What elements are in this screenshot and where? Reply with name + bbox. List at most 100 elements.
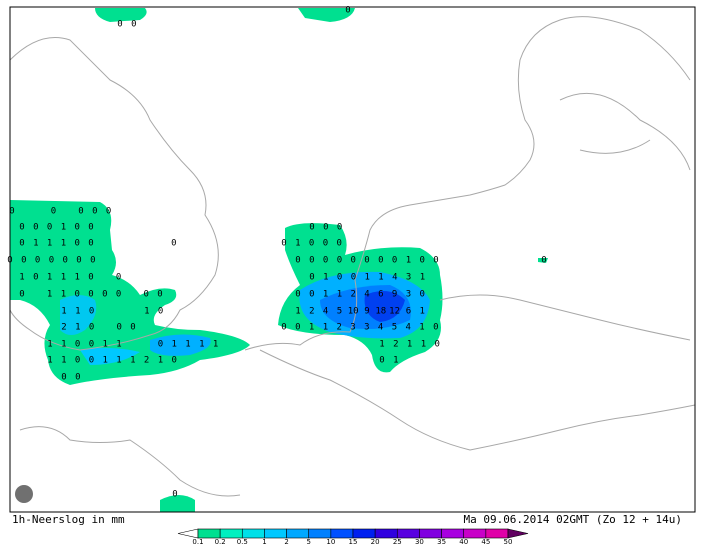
- colorbar-tick-label: 35: [437, 538, 446, 546]
- colorbar-swatch: [241, 528, 265, 539]
- colorbar-swatch: [352, 528, 376, 539]
- colorbar-swatch: [419, 528, 442, 539]
- footer-left: 1h-Neerslog in mm: [12, 513, 125, 526]
- grid-value: 3: [350, 323, 355, 333]
- grid-value: 1: [116, 356, 121, 366]
- grid-value: 1: [421, 340, 426, 350]
- grid-value: 0: [419, 290, 424, 300]
- grid-value: 0: [78, 207, 83, 217]
- grid-value: 0: [19, 223, 24, 233]
- grid-value: 0: [323, 256, 328, 266]
- grid-value: 1: [295, 307, 300, 317]
- footer-right: Ma 09.06.2014 02GMT (Zo 12 + 14u): [463, 513, 682, 526]
- grid-value: 0: [116, 323, 121, 333]
- grid-value: 1: [407, 340, 412, 350]
- grid-value: 1: [406, 256, 411, 266]
- grid-value: 6: [378, 290, 383, 300]
- logo: [15, 485, 33, 503]
- grid-value: 0: [433, 256, 438, 266]
- grid-value: 0: [309, 273, 314, 283]
- grid-value: 0: [295, 290, 300, 300]
- grid-labels: 0 000 0 0 0 00 0 0 1 0 00 1 1 1 0 0 00 0 0 0 0 0 01 0 1 1 1 0 00 1 1 0 0…: [7, 6, 546, 500]
- grid-value: 0: [33, 273, 38, 283]
- colorbar-swatch: [219, 528, 243, 539]
- grid-value: 1: [47, 356, 52, 366]
- map-frame: [9, 6, 696, 513]
- grid-value: 18: [375, 307, 386, 317]
- grid-value: 0: [89, 307, 94, 317]
- grid-value: 1: [199, 340, 204, 350]
- grid-value: 0: [88, 290, 93, 300]
- grid-value: 0: [336, 239, 341, 249]
- grid-value: 1: [323, 323, 328, 333]
- grid-value: 0: [88, 273, 93, 283]
- colorbar-swatch: [374, 528, 398, 539]
- grid-value: 9: [392, 290, 397, 300]
- colorbar-tick-label: 5: [306, 538, 310, 546]
- grid-value: 4: [392, 273, 397, 283]
- colorbar-tick-label: 25: [393, 538, 402, 546]
- grid-value: 0: [392, 256, 397, 266]
- grid-value: 0: [35, 256, 40, 266]
- grid-value: 1: [323, 273, 328, 283]
- grid-value: 1: [144, 307, 149, 317]
- grid-value: 1: [378, 273, 383, 283]
- grid-value: 1: [158, 356, 163, 366]
- grid-value: 0: [76, 256, 81, 266]
- grid-value: 1: [47, 239, 52, 249]
- grid-value: 9: [364, 307, 369, 317]
- grid-value: 0: [379, 356, 384, 366]
- grid-value: 0: [281, 239, 286, 249]
- colorbar-high-arrow: [507, 528, 529, 539]
- colorbar-tick-label: 50: [504, 538, 513, 546]
- grid-value: 1: [323, 290, 328, 300]
- grid-value: 0: [143, 290, 148, 300]
- colorbar-tick-label: 40: [459, 538, 468, 546]
- colorbar-low-arrow: [177, 528, 199, 539]
- grid-value: 1: [213, 340, 218, 350]
- grid-value: 0: [92, 207, 97, 217]
- grid-value: 0: [171, 356, 176, 366]
- grid-value: 0: [49, 256, 54, 266]
- grid-value: 0: [172, 490, 177, 500]
- colorbar-swatch: [286, 528, 310, 539]
- grid-value: 0: [337, 256, 342, 266]
- grid-value: 0: [117, 20, 122, 30]
- grid-value: 0: [9, 207, 14, 217]
- precip-fields: [10, 8, 548, 512]
- grid-value: 0: [102, 290, 107, 300]
- grid-value: 0: [116, 290, 121, 300]
- grid-value: 1: [61, 290, 66, 300]
- grid-value: 0: [433, 323, 438, 333]
- colorbar-tick-label: 1: [262, 538, 266, 546]
- grid-value: 4: [364, 290, 369, 300]
- grid-value: 0: [7, 256, 12, 266]
- grid-value: 0: [90, 256, 95, 266]
- grid-value: 0: [19, 239, 24, 249]
- grid-value: 1: [419, 323, 424, 333]
- grid-value: 0: [309, 290, 314, 300]
- colorbar-tick-label: 45: [481, 538, 490, 546]
- colorbar-tick-label: 20: [371, 538, 380, 546]
- grid-value: 0: [378, 256, 383, 266]
- grid-value: 1: [61, 307, 66, 317]
- grid-value: 0: [351, 273, 356, 283]
- grid-value: 1: [61, 340, 66, 350]
- grid-value: 1: [102, 356, 107, 366]
- grid-value: 0: [88, 239, 93, 249]
- grid-value: 0: [345, 6, 350, 16]
- grid-value: 1: [61, 273, 66, 283]
- grid-value: 0: [419, 256, 424, 266]
- grid-value: 0: [89, 356, 94, 366]
- colorbar-swatch: [485, 528, 509, 539]
- grid-value: 0: [281, 323, 286, 333]
- grid-value: 0: [89, 323, 94, 333]
- grid-value: 1: [130, 356, 135, 366]
- grid-value: 1: [47, 290, 52, 300]
- grid-value: 1: [61, 356, 66, 366]
- grid-value: 0: [88, 223, 93, 233]
- grid-value: 4: [405, 323, 410, 333]
- grid-value: 4: [323, 307, 328, 317]
- colorbar-swatch: [396, 528, 420, 539]
- grid-value: 2: [61, 323, 66, 333]
